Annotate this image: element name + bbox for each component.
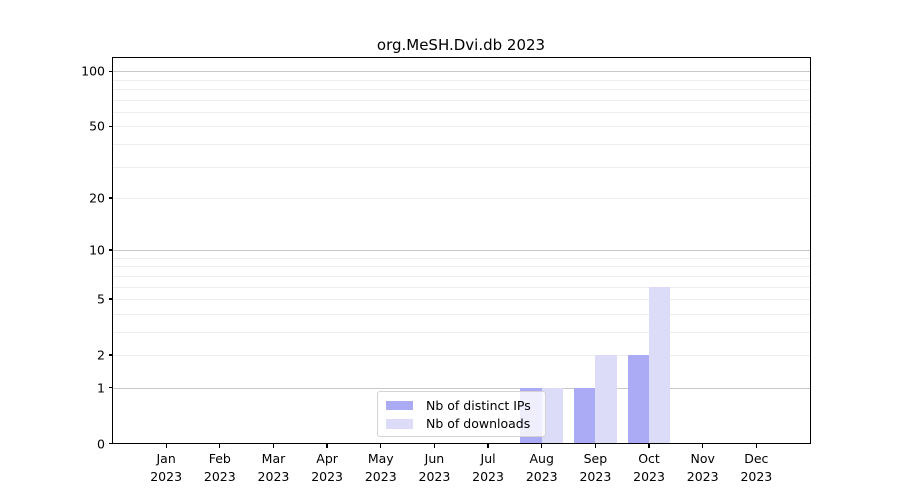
x-axis-tick-label: Jul 2023 <box>472 450 504 485</box>
bar-downloads <box>595 354 617 444</box>
legend-swatch-downloads <box>386 419 413 429</box>
legend-label-distinct-ips: Nb of distinct IPs <box>426 397 531 413</box>
x-axis-tick-label: Jun 2023 <box>418 450 451 485</box>
x-axis-tick-label: Dec 2023 <box>740 450 773 485</box>
minor-gridline <box>112 257 810 259</box>
x-axis-tick <box>702 443 704 448</box>
x-axis-tick <box>541 443 543 448</box>
bar-distinct-ips <box>573 387 596 444</box>
minor-gridline <box>112 197 810 199</box>
x-axis-tick-label: Aug 2023 <box>525 450 558 485</box>
x-axis-tick-label: Mar 2023 <box>257 450 290 485</box>
legend-row-downloads: Nb of downloads <box>386 415 537 434</box>
minor-gridline <box>112 286 810 288</box>
x-axis-tick-label: Feb 2023 <box>203 450 236 485</box>
minor-gridline <box>112 99 810 101</box>
bar-downloads <box>649 286 671 444</box>
minor-gridline <box>112 143 810 145</box>
y-axis-tick <box>108 197 113 199</box>
minor-gridline <box>112 275 810 277</box>
y-axis-tick <box>108 125 113 127</box>
y-axis-tick <box>108 70 113 72</box>
minor-gridline <box>112 166 810 168</box>
x-axis-tick-label: May 2023 <box>364 450 397 485</box>
y-axis-tick <box>108 354 113 356</box>
x-axis-tick <box>433 443 436 448</box>
minor-gridline <box>112 79 810 81</box>
y-axis-tick-label: 20 <box>89 190 105 206</box>
x-axis-tick-label: Jan 2023 <box>150 450 183 485</box>
x-axis-tick <box>272 443 275 448</box>
y-axis-tick-label: 100 <box>81 63 105 79</box>
y-axis-tick <box>108 249 113 251</box>
x-axis-tick <box>487 443 489 448</box>
minor-gridline <box>112 354 810 356</box>
minor-gridline <box>112 331 810 333</box>
bar-distinct-ips <box>627 354 650 444</box>
minor-gridline <box>112 266 810 268</box>
x-axis-tick-label: Apr 2023 <box>311 450 344 485</box>
minor-gridline <box>112 313 810 315</box>
x-axis-tick <box>326 443 328 448</box>
legend-swatch-distinct-ips <box>386 400 413 410</box>
x-axis-tick-label: Nov 2023 <box>686 450 719 485</box>
x-axis-tick <box>380 443 382 448</box>
y-axis-tick <box>108 386 113 389</box>
x-axis-tick <box>648 443 650 448</box>
major-gridline <box>112 71 810 73</box>
y-axis-tick <box>108 298 113 300</box>
chart-title: org.MeSH.Dvi.db 2023 <box>376 36 546 54</box>
x-axis-tick-label: Oct 2023 <box>633 450 665 485</box>
minor-gridline <box>112 126 810 128</box>
minor-gridline <box>112 298 810 300</box>
x-axis-tick-label: Sep 2023 <box>579 450 612 485</box>
x-axis-tick <box>594 443 597 448</box>
minor-gridline <box>112 89 810 91</box>
major-gridline <box>112 387 810 389</box>
legend-label-downloads: Nb of downloads <box>426 416 531 432</box>
x-axis-tick <box>755 443 757 448</box>
y-axis-tick-label: 50 <box>89 118 105 134</box>
y-axis-tick <box>108 442 113 445</box>
legend-row-distinct-ips: Nb of distinct IPs <box>386 396 537 415</box>
major-gridline <box>112 250 810 252</box>
y-axis-tick-label: 0 <box>97 436 105 451</box>
x-axis-tick <box>165 443 167 448</box>
y-axis-tick-label: 1 <box>97 380 105 396</box>
legend: Nb of distinct IPs Nb of downloads <box>377 391 546 437</box>
y-axis-tick-label: 5 <box>97 291 105 307</box>
y-axis-tick-label: 2 <box>97 347 105 363</box>
x-axis-tick <box>219 443 221 448</box>
minor-gridline <box>112 111 810 113</box>
y-axis-tick-label: 10 <box>89 242 105 258</box>
bar-downloads <box>541 387 564 444</box>
